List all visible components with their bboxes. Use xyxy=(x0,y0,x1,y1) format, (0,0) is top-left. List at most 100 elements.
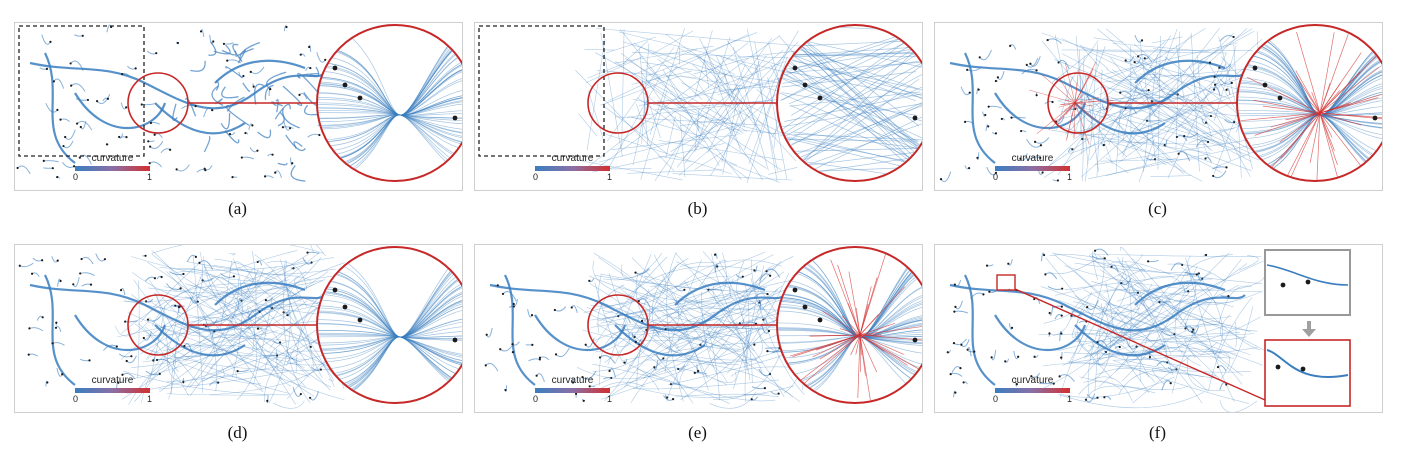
graph-node xyxy=(69,62,72,65)
graph-edge xyxy=(662,69,720,166)
graph-edge xyxy=(1079,55,1085,136)
graph-node xyxy=(763,387,767,390)
graph-edge xyxy=(592,260,635,298)
graph-edge xyxy=(1080,308,1187,354)
graph-edge xyxy=(137,345,340,371)
tree-twig xyxy=(760,323,770,334)
graph-edge xyxy=(666,322,738,402)
graph-edge xyxy=(670,102,759,152)
graph-node xyxy=(1010,326,1014,329)
graph-edge xyxy=(607,47,675,142)
graph-edge xyxy=(685,293,755,302)
graph-edge xyxy=(622,342,790,361)
graph-node xyxy=(662,357,665,360)
highlight-edge xyxy=(1074,102,1094,107)
tree-branch xyxy=(154,102,246,135)
graph-edge xyxy=(667,65,678,79)
graph-edge xyxy=(677,47,735,75)
graph-node xyxy=(1216,365,1220,369)
graph-edge xyxy=(604,254,774,364)
graph-node xyxy=(683,288,686,291)
graph-edge xyxy=(694,30,713,97)
graph-edge xyxy=(1093,37,1124,43)
graph-edge xyxy=(585,55,644,83)
graph-node xyxy=(994,132,998,135)
magnified-node xyxy=(802,304,808,310)
graph-node xyxy=(574,392,578,395)
graph-node xyxy=(511,351,514,354)
magnified-edge xyxy=(318,283,462,396)
tree-twig xyxy=(1047,38,1062,44)
magnified-edge xyxy=(318,114,462,153)
graph-edge xyxy=(640,61,789,85)
tree-twig xyxy=(1137,54,1153,63)
graph-edge xyxy=(1108,35,1192,129)
magnified-edge xyxy=(318,114,462,144)
magnified-edge xyxy=(794,101,922,161)
caption-a: (a) xyxy=(228,199,247,218)
graph-node xyxy=(1043,253,1046,257)
graph-node xyxy=(27,353,30,356)
graph-edge xyxy=(713,311,755,352)
graph-node xyxy=(987,105,990,108)
graph-node xyxy=(106,97,110,100)
tree-twig xyxy=(638,298,651,308)
tree-twig xyxy=(1170,262,1183,271)
tree-twig xyxy=(571,305,578,314)
graph-node xyxy=(994,171,998,174)
graph-edge xyxy=(1096,28,1239,144)
magnified-edge xyxy=(318,100,462,123)
graph-edge xyxy=(630,293,730,403)
graph-edge xyxy=(168,360,183,384)
graph-edge xyxy=(282,108,300,129)
graph-edge xyxy=(264,84,274,100)
graph-layer xyxy=(18,245,462,409)
graph-edge xyxy=(715,54,746,126)
magnified-node xyxy=(342,82,348,88)
tree-twig xyxy=(1134,87,1149,92)
graph-edge xyxy=(1058,97,1171,101)
graph-node xyxy=(182,380,185,384)
highlight-edge xyxy=(1240,112,1321,122)
inset-node xyxy=(1280,282,1286,288)
magnified-edge xyxy=(781,54,922,58)
graph-node xyxy=(1140,39,1144,42)
graph-node xyxy=(610,376,613,380)
graph-node xyxy=(994,79,997,83)
graph-node xyxy=(256,149,259,152)
graph-node xyxy=(145,300,148,303)
graph-edge xyxy=(115,320,150,337)
graph-node xyxy=(1147,89,1150,92)
graph-edge xyxy=(1101,303,1140,326)
graph-edge xyxy=(1083,289,1232,320)
magnified-edge xyxy=(790,58,922,98)
tree-twig xyxy=(126,65,136,70)
graph-node xyxy=(61,373,64,376)
graph-edge xyxy=(1149,95,1190,162)
graph-node xyxy=(201,279,204,282)
highlight-edge xyxy=(822,310,861,336)
graph-edge xyxy=(620,52,719,128)
graph-edge xyxy=(1146,339,1243,385)
graph-edge xyxy=(750,278,805,395)
tree-twig xyxy=(617,313,631,324)
graph-edge xyxy=(622,40,649,65)
graph-edge xyxy=(1064,306,1141,315)
graph-edge xyxy=(597,274,608,305)
tree-twig xyxy=(241,156,255,160)
graph-node xyxy=(251,124,254,127)
graph-edge xyxy=(210,344,236,369)
graph-edge xyxy=(1108,96,1131,146)
graph-node xyxy=(96,100,99,103)
tree-twig xyxy=(32,257,43,262)
graph-edge xyxy=(602,327,735,390)
graph-edge xyxy=(756,65,778,182)
graph-node xyxy=(169,148,172,151)
tree-twig xyxy=(751,386,766,390)
graph-edge xyxy=(729,163,780,183)
graph-edge xyxy=(608,273,628,324)
graph-edge xyxy=(582,322,760,342)
graph-edge xyxy=(151,253,323,346)
graph-edge xyxy=(148,317,241,339)
graph-node xyxy=(1187,290,1190,293)
